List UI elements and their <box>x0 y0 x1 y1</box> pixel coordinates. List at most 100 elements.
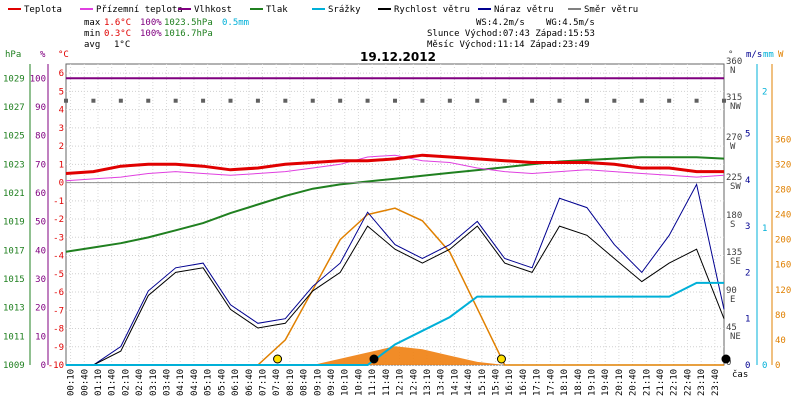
tick-pct: 40 <box>35 246 46 256</box>
tick-solar: 40 <box>775 336 786 346</box>
tick-solar: 320 <box>775 160 791 170</box>
stat-max-hum: 100% <box>140 18 162 28</box>
legend-label: Srážky <box>328 5 361 15</box>
moonset-marker <box>721 354 731 364</box>
tick-x: 17:10 <box>533 369 543 396</box>
series-rain <box>66 281 724 366</box>
legend-label: Teplota <box>24 5 62 15</box>
wind-dir-mark <box>612 98 617 103</box>
wind-dir-mark <box>283 98 288 103</box>
wind-dir-mark <box>118 98 123 103</box>
tick-x: 21:40 <box>656 369 666 396</box>
tick-x: 18:10 <box>560 369 570 396</box>
tick-hpa: 1009 <box>3 361 25 371</box>
tick-temp: -4 <box>53 252 64 262</box>
axis-wind-label: m/s <box>746 50 762 60</box>
tick-x: 09:10 <box>313 369 323 396</box>
tick-hpa: 1015 <box>3 275 25 285</box>
stat-avg-temp: 1°C <box>114 40 130 50</box>
tick-x: 14:40 <box>464 369 474 396</box>
tick-x: 13:10 <box>423 369 433 396</box>
moonrise-marker <box>369 354 379 364</box>
tick-x: 19:40 <box>601 369 611 396</box>
wind-dir-mark <box>173 98 178 103</box>
tick-pct: 0 <box>41 361 46 371</box>
axis-pct-label: % <box>40 50 46 60</box>
series-temperature <box>65 153 724 175</box>
tick-wind: 3 <box>745 222 750 232</box>
sunset-marker <box>496 354 506 364</box>
tick-x: 09:40 <box>327 369 337 396</box>
sunrise-marker <box>273 354 283 364</box>
tick-x: 17:40 <box>546 369 556 396</box>
legend-label: Tlak <box>266 5 288 15</box>
stat-min-temp: 0.3°C <box>104 29 131 39</box>
wind-dir-mark <box>420 98 425 103</box>
tick-x: 03:40 <box>163 369 173 396</box>
tick-dir: 225 <box>726 173 742 183</box>
tick-solar: 240 <box>775 211 791 221</box>
wind-dir-mark <box>667 98 672 103</box>
tick-pct: 60 <box>35 189 46 199</box>
tick-temp: 5 <box>59 87 64 97</box>
axis-rain-label: mm <box>763 50 774 60</box>
wind-dir-mark <box>255 98 260 103</box>
tick-dir: 135 <box>726 248 742 258</box>
tick-dir-name: NE <box>730 332 741 342</box>
wind-dir-mark <box>201 98 206 103</box>
stat-min-hum: 100% <box>140 29 162 39</box>
legend-label: Vlhkost <box>194 5 232 15</box>
axis-temp-label: °C <box>58 50 69 60</box>
wind-dir-mark <box>639 98 644 103</box>
tick-pct: 80 <box>35 132 46 142</box>
tick-x: 01:10 <box>94 369 104 396</box>
tick-solar: 200 <box>775 236 791 246</box>
legend-label: Náraz větru <box>494 5 554 15</box>
wind-dir-mark <box>475 98 480 103</box>
tick-pct: 10 <box>35 332 46 342</box>
tick-pct: 70 <box>35 160 46 170</box>
tick-x: 15:10 <box>478 369 488 396</box>
tick-dir: 45 <box>726 323 737 333</box>
tick-x: 20:40 <box>629 369 639 396</box>
stat-ws: WS:4.2m/s <box>476 18 525 28</box>
tick-x: 04:10 <box>176 369 186 396</box>
tick-temp: -2 <box>53 215 64 225</box>
tick-hpa: 1017 <box>3 246 25 256</box>
tick-hpa: 1023 <box>3 160 25 170</box>
tick-hpa: 1019 <box>3 218 25 228</box>
tick-temp: 0 <box>59 179 64 189</box>
tick-x: 02:10 <box>121 369 131 396</box>
tick-x: 05:40 <box>217 369 227 396</box>
tick-pct: 50 <box>35 218 46 228</box>
tick-x: 14:10 <box>450 369 460 396</box>
wind-dir-mark <box>91 98 96 103</box>
tick-wind: 5 <box>745 129 750 139</box>
wind-dir-mark <box>694 98 699 103</box>
tick-x: 00:40 <box>80 369 90 396</box>
tick-solar: 360 <box>775 135 791 145</box>
stat-max-temp: 1.6°C <box>104 18 131 28</box>
tick-x: 23:10 <box>697 369 707 396</box>
legend-label: Rychlost větru <box>394 5 470 15</box>
tick-x: 22:10 <box>670 369 680 396</box>
tick-dir-name: SW <box>730 182 741 192</box>
tick-pct: 30 <box>35 275 46 285</box>
tick-temp: -8 <box>53 325 64 335</box>
tick-x: 06:40 <box>245 369 255 396</box>
tick-temp: 6 <box>59 69 64 79</box>
tick-x: 23:40 <box>711 369 721 396</box>
tick-temp: -10 <box>48 361 64 371</box>
tick-dir: 360 <box>726 57 742 67</box>
tick-x: 02:40 <box>135 369 145 396</box>
tick-x: 22:40 <box>683 369 693 396</box>
wind-dir-mark <box>146 98 151 103</box>
series-pressure <box>65 156 725 253</box>
stat-sun: Slunce Východ:07:43 Západ:15:53 <box>427 29 595 39</box>
tick-temp: -5 <box>53 270 64 280</box>
tick-hpa: 1011 <box>3 332 25 342</box>
wind-dir-mark <box>447 98 452 103</box>
tick-temp: 3 <box>59 124 64 134</box>
plot-frame <box>65 63 725 366</box>
